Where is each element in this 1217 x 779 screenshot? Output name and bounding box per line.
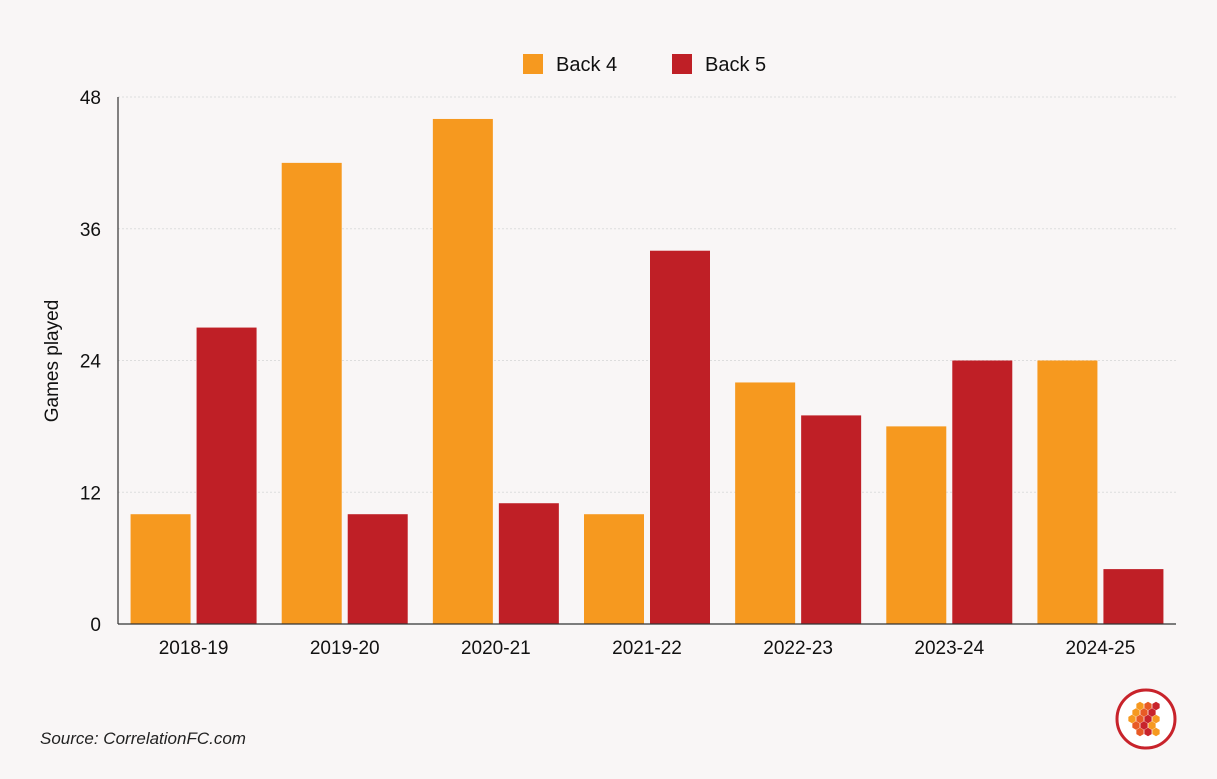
bar-back-4-2024-25	[1037, 360, 1098, 624]
y-tick-label: 24	[80, 352, 102, 373]
bar-back-4-2022-23	[735, 382, 796, 624]
logo-hex	[1140, 708, 1148, 717]
x-tick-label: 2023-24	[914, 638, 984, 659]
y-tick-label: 12	[80, 483, 101, 504]
legend-swatch	[523, 54, 543, 74]
bar-back-5-2024-25	[1103, 569, 1164, 624]
x-tick-label: 2019-20	[310, 638, 380, 659]
bars	[130, 118, 1164, 625]
logo-hex	[1152, 727, 1160, 737]
logo-hex	[1136, 714, 1144, 724]
bar-back-4-2019-20	[281, 162, 342, 624]
y-tick-label: 0	[90, 615, 101, 636]
y-tick-label: 36	[80, 220, 101, 241]
logo-hex	[1140, 721, 1148, 730]
logo-hex	[1128, 714, 1136, 724]
logo-hex	[1132, 721, 1140, 730]
logo-hex	[1132, 708, 1140, 717]
correlationfc-logo-icon	[1115, 688, 1177, 750]
bar-back-4-2018-19	[130, 514, 191, 624]
y-axis-label: Games played	[42, 300, 63, 423]
x-tick-label: 2021-22	[612, 638, 682, 659]
bar-back-5-2019-20	[347, 514, 408, 624]
bar-back-4-2020-21	[432, 118, 493, 624]
x-axis-ticks: 2018-19 2019-20 2020-21 2021-22 2022-23 2023-…	[159, 638, 1136, 659]
bar-back-4-2023-24	[886, 426, 947, 624]
x-tick-label: 2022-23	[763, 638, 833, 659]
logo-hex	[1148, 708, 1156, 717]
x-tick-label: 2024-25	[1066, 638, 1136, 659]
logo-hex	[1152, 714, 1160, 724]
logo-hex	[1136, 727, 1144, 737]
legend-label: Back 4	[556, 54, 617, 76]
legend: Back 4 Back 5	[523, 54, 766, 76]
legend-label: Back 5	[705, 54, 766, 76]
logo-hex	[1144, 727, 1152, 737]
bar-back-5-2021-22	[650, 250, 710, 625]
bar-back-5-2018-19	[196, 327, 257, 624]
source-note: Source: CorrelationFC.com	[40, 729, 246, 748]
logo-hex	[1148, 721, 1156, 730]
logo-hex	[1144, 714, 1152, 724]
gridlines	[118, 96, 1176, 493]
logo-hex	[1152, 701, 1160, 711]
bar-back-5-2022-23	[801, 415, 862, 624]
y-axis-ticks: 0 12 24 36 48	[80, 88, 102, 636]
logo-hex	[1144, 701, 1152, 711]
y-tick-label: 48	[80, 88, 101, 109]
bar-back-5-2023-24	[952, 360, 1013, 624]
x-tick-label: 2020-21	[461, 638, 531, 659]
x-tick-label: 2018-19	[159, 638, 229, 659]
bar-back-4-2021-22	[584, 514, 644, 624]
bar-back-5-2020-21	[498, 503, 559, 624]
legend-swatch	[672, 54, 692, 74]
logo-hex	[1136, 701, 1144, 711]
